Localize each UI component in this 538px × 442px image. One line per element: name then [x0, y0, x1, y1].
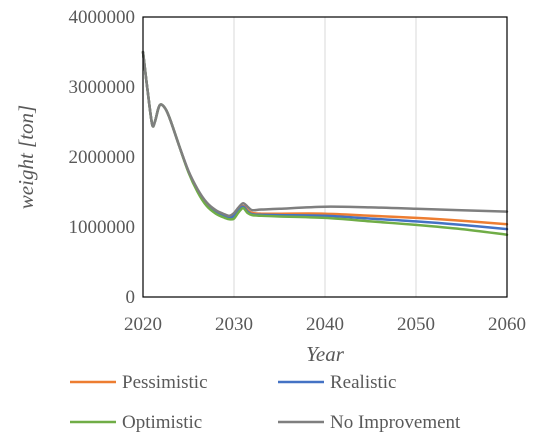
- y-tick-label: 0: [126, 287, 136, 308]
- series-lines: [141, 50, 509, 236]
- legend-label-pessimistic: Pessimistic: [122, 372, 208, 393]
- y-tick-label: 2000000: [69, 147, 136, 168]
- y-tick-label: 3000000: [69, 77, 136, 98]
- x-axis-title: Year: [306, 342, 345, 366]
- y-axis-title: weight [ton]: [14, 105, 38, 209]
- x-axis-ticks: 2020 2030 2040 2050 2060: [124, 314, 526, 335]
- plot-area-frame: [142, 16, 508, 298]
- y-axis-ticks: 0 1000000 2000000 3000000 4000000: [69, 7, 136, 308]
- x-tick-label: 2050: [397, 314, 435, 335]
- series-line-no-improvement: [141, 50, 509, 218]
- legend-label-realistic: Realistic: [330, 372, 396, 393]
- legend-label-no-improvement: No Improvement: [330, 412, 461, 433]
- x-tick-label: 2020: [124, 314, 162, 335]
- y-tick-label: 1000000: [69, 217, 136, 238]
- y-tick-label: 4000000: [69, 7, 136, 28]
- legend-label-optimistic: Optimistic: [122, 412, 202, 433]
- x-tick-label: 2030: [215, 314, 253, 335]
- x-tick-label: 2060: [488, 314, 526, 335]
- x-tick-label: 2040: [306, 314, 344, 335]
- gridlines: [233, 17, 417, 297]
- legend: Pessimistic Realistic Optimistic No Improve…: [70, 372, 461, 433]
